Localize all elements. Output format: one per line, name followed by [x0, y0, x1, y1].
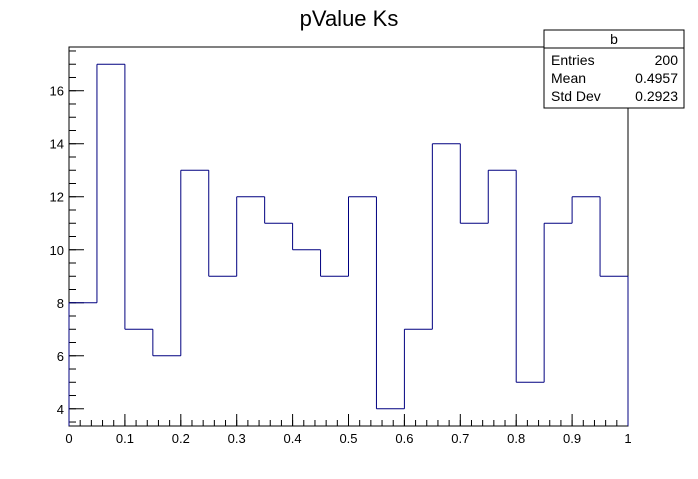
stats-mean-label: Mean	[551, 70, 586, 86]
stats-box: b Entries 200 Mean 0.4957 Std Dev 0.2923	[543, 29, 685, 109]
x-tick-label: 0.3	[228, 431, 246, 446]
x-tick-label: 0.8	[507, 431, 525, 446]
y-tick-label: 14	[50, 137, 64, 152]
x-tick-label: 0	[65, 431, 72, 446]
stats-mean-value: 0.4957	[635, 70, 678, 86]
stats-stddev-value: 0.2923	[635, 88, 678, 104]
y-tick-label: 12	[50, 190, 64, 205]
x-tick-label: 1	[624, 431, 631, 446]
x-tick-label: 0.9	[563, 431, 581, 446]
stats-box-title: b	[610, 31, 618, 47]
x-tick-label: 0.5	[339, 431, 357, 446]
y-tick-label: 16	[50, 84, 64, 99]
x-tick-label: 0.6	[395, 431, 413, 446]
x-tick-label: 0.2	[172, 431, 190, 446]
stats-entries-value: 200	[655, 52, 679, 68]
chart-title: pValue Ks	[300, 6, 399, 31]
x-tick-label: 0.1	[116, 431, 134, 446]
y-tick-label: 10	[50, 243, 64, 258]
stats-box-frame	[543, 29, 685, 109]
y-tick-label: 8	[57, 296, 64, 311]
stats-stddev-label: Std Dev	[551, 88, 601, 104]
stats-entries-label: Entries	[551, 52, 595, 68]
y-tick-label: 4	[57, 402, 64, 417]
histogram-bars	[68, 63, 629, 426]
y-tick-label: 6	[57, 349, 64, 364]
x-tick-label: 0.4	[284, 431, 302, 446]
x-tick-label: 0.7	[451, 431, 469, 446]
